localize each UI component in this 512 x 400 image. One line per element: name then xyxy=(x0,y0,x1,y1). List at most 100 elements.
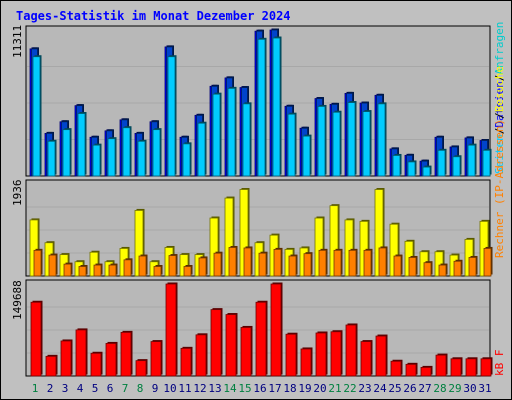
kbytes-bar-day15 xyxy=(240,327,252,377)
sites-bar-day2 xyxy=(48,254,57,277)
leg1-part-0: Rechner (IP-Adressen) xyxy=(493,119,506,258)
requests-max-label: 11311 xyxy=(11,25,24,58)
kbytes-bar-day29 xyxy=(450,358,462,377)
sites-bar-day4 xyxy=(78,266,87,277)
kbytes-bar-day12 xyxy=(195,334,207,377)
leg2-part-0: kB F xyxy=(493,350,506,377)
day-label-6: 6 xyxy=(107,382,114,395)
day-label-8: 8 xyxy=(137,382,144,395)
kbytes-bar-day1 xyxy=(30,301,42,377)
pages-bar-day5 xyxy=(92,144,101,177)
sites-bar-day23 xyxy=(363,249,372,277)
chart-title: Tages-Statistik im Monat Dezember 2024 xyxy=(16,9,291,23)
kbytes-bar-day11 xyxy=(180,347,192,377)
sites-bar-day17 xyxy=(273,248,282,277)
kbytes-bar-day8 xyxy=(135,360,147,377)
pages-bar-day31 xyxy=(482,149,491,177)
pages-bar-day26 xyxy=(407,161,416,177)
pages-bar-day23 xyxy=(362,111,371,177)
kbytes-bar-day25 xyxy=(390,360,402,377)
kbytes-bar-day17 xyxy=(270,283,282,377)
sites-bar-day6 xyxy=(108,264,117,277)
day-label-29: 29 xyxy=(448,382,461,395)
pages-bar-day29 xyxy=(452,156,461,177)
day-label-5: 5 xyxy=(92,382,99,395)
sites-bar-day27 xyxy=(423,262,432,277)
kbytes-bar-day26 xyxy=(405,363,417,377)
pages-bar-day12 xyxy=(197,122,206,177)
pages-bar-day10 xyxy=(167,56,176,177)
pages-bar-day15 xyxy=(242,103,251,177)
kbytes-bar-day22 xyxy=(345,324,357,377)
day-label-27: 27 xyxy=(418,382,431,395)
sites-bar-day10 xyxy=(168,255,177,277)
sites-bar-day31 xyxy=(483,248,492,277)
sites-bar-day28 xyxy=(438,264,447,277)
kbytes-bar-day30 xyxy=(465,358,477,377)
leg0-part-3: / xyxy=(493,75,506,82)
day-label-13: 13 xyxy=(208,382,221,395)
pages-bar-day30 xyxy=(467,144,476,177)
visits-legend: Rechner (IP-Adressen) /Besuche xyxy=(493,66,506,258)
kbytes-bar-day28 xyxy=(435,354,447,377)
leg0-part-0: Seiten xyxy=(493,134,506,174)
kbytes-bar-day4 xyxy=(75,329,87,377)
sites-bar-day9 xyxy=(153,266,162,277)
bars-group xyxy=(29,28,493,377)
kbytes-max-label: 149688 xyxy=(11,280,24,320)
pages-bar-day3 xyxy=(62,129,71,177)
kbytes-bar-day27 xyxy=(420,366,432,377)
day-label-18: 18 xyxy=(283,382,296,395)
sites-bar-day19 xyxy=(303,253,312,277)
day-label-25: 25 xyxy=(388,382,401,395)
day-label-24: 24 xyxy=(373,382,387,395)
kbytes-bar-day6 xyxy=(105,343,117,377)
pages-bar-day25 xyxy=(392,155,401,177)
visits-max-label: 1936 xyxy=(11,180,24,207)
sites-bar-day7 xyxy=(123,259,132,277)
grid-lines xyxy=(27,66,489,354)
sites-bar-day20 xyxy=(318,249,327,277)
sites-bar-day16 xyxy=(258,252,267,277)
leg0-part-4: Anfragen xyxy=(493,22,506,75)
sites-bar-day25 xyxy=(393,255,402,277)
day-label-31: 31 xyxy=(478,382,491,395)
pages-bar-day6 xyxy=(107,138,116,177)
sites-bar-day12 xyxy=(198,257,207,277)
kbytes-bar-day13 xyxy=(210,309,222,377)
pages-bar-day22 xyxy=(347,102,356,177)
day-label-21: 21 xyxy=(328,382,341,395)
day-label-22: 22 xyxy=(343,382,356,395)
day-label-26: 26 xyxy=(403,382,416,395)
kbytes-bar-day18 xyxy=(285,333,297,377)
pages-bar-day19 xyxy=(302,135,311,177)
day-label-17: 17 xyxy=(268,382,281,395)
kbytes-bar-day24 xyxy=(375,335,387,377)
sites-bar-day11 xyxy=(183,266,192,277)
sites-bar-day5 xyxy=(93,264,102,277)
kbytes-bar-day14 xyxy=(225,314,237,377)
sites-bar-day3 xyxy=(63,263,72,277)
sites-bar-day8 xyxy=(138,255,147,277)
sites-bar-day1 xyxy=(33,249,42,277)
day-label-3: 3 xyxy=(62,382,69,395)
pages-bar-day11 xyxy=(182,143,191,177)
pages-bar-day21 xyxy=(332,111,341,177)
pages-bar-day27 xyxy=(422,166,431,177)
day-label-4: 4 xyxy=(77,382,84,395)
pages-bar-day20 xyxy=(317,106,326,177)
pages-bar-day7 xyxy=(122,127,131,177)
kbytes-bar-day20 xyxy=(315,332,327,377)
leg1-part-2: Besuche xyxy=(493,66,506,112)
requests-legend: Seiten/Dateien/Anfragen xyxy=(493,22,506,174)
day-label-12: 12 xyxy=(193,382,206,395)
day-label-28: 28 xyxy=(433,382,446,395)
day-label-30: 30 xyxy=(463,382,476,395)
leg0-part-2: Dateien xyxy=(493,81,506,127)
kbytes-bar-day2 xyxy=(45,355,57,377)
kbytes-legend: kB F xyxy=(493,350,506,377)
pages-bar-day16 xyxy=(257,38,266,177)
kbytes-bar-day3 xyxy=(60,340,72,377)
day-label-1: 1 xyxy=(32,382,39,395)
